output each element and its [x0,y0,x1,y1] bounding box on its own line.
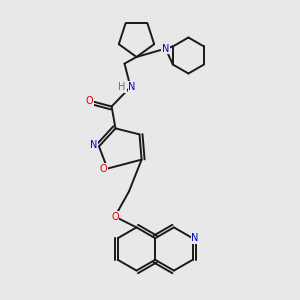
Text: H: H [118,82,126,92]
Text: N: N [128,82,136,92]
Text: O: O [100,164,108,174]
Text: N: N [162,44,169,54]
Text: N: N [191,233,199,243]
Text: O: O [111,212,119,222]
Text: O: O [85,96,93,106]
Text: N: N [90,140,97,150]
